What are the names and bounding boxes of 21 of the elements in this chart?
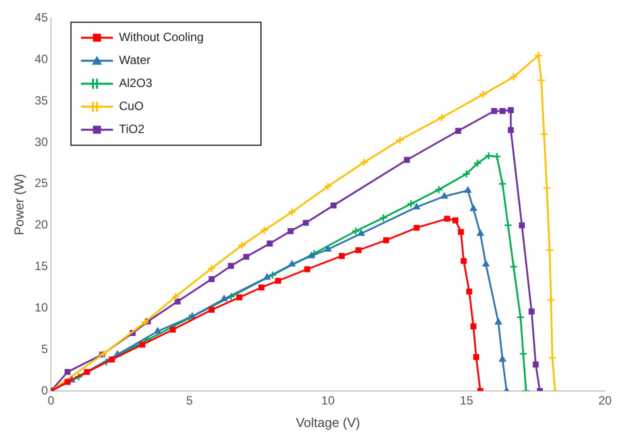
y-tick-label: 10 [34, 300, 48, 314]
x-axis-title: Voltage (V) [296, 414, 360, 430]
legend-label: Water [118, 53, 151, 68]
y-tick-label: 45 [34, 10, 48, 25]
y-tick-label: 15 [34, 259, 48, 274]
y-axis-title: Power (W) [11, 174, 26, 236]
x-tick-label: 10 [321, 394, 335, 408]
legend-label: TiO2 [118, 122, 145, 136]
y-tick-label: 0 [41, 383, 48, 398]
x-tick-label: 5 [186, 394, 194, 408]
legend-label: Without Cooling [118, 30, 204, 44]
legend-label: CuO [118, 99, 144, 114]
y-tick-label: 40 [34, 52, 48, 66]
y-tick-label: 30 [34, 134, 48, 149]
x-tick-label: 20 [598, 394, 612, 408]
y-tick-label: 35 [34, 93, 48, 108]
legend-label: Al2O3 [118, 76, 153, 90]
y-tick-label: 5 [41, 342, 48, 356]
y-tick-label: 25 [34, 176, 48, 190]
y-tick-label: 20 [34, 218, 48, 232]
x-tick-label: 15 [460, 394, 474, 408]
